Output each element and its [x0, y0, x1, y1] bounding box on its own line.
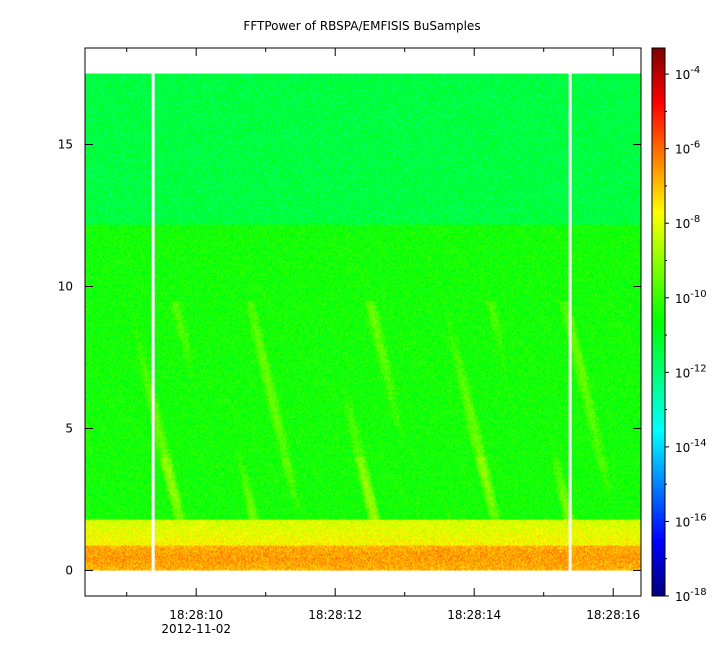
x-tick-label-3: 18:28:16: [586, 608, 640, 622]
colorbar-tick-label-7: 10-18: [675, 587, 707, 604]
x-date-label: 2012-11-02: [161, 622, 231, 636]
colorbar-tick-label-3: 10-10: [675, 289, 707, 306]
plot-frame: [84, 47, 642, 597]
y-tick-label-15: 15: [58, 138, 73, 152]
colorbar-tick-label-5: 10-14: [675, 438, 707, 455]
y-tick-label-0: 0: [65, 563, 73, 577]
colorbar-tick-label-2: 10-8: [675, 214, 700, 231]
plot-layer: [85, 73, 641, 571]
colorbar-frame: [651, 47, 666, 597]
x-tick-label-0: 18:28:10: [169, 608, 223, 622]
y-tick-label-10: 10: [58, 280, 73, 294]
chart-title: FFTPower of RBSPA/EMFISIS BuSamples: [243, 19, 480, 33]
colorbar-tick-label-4: 10-12: [675, 363, 707, 380]
colorbar-tick-label-0: 10-4: [675, 65, 700, 82]
y-tick-label-5: 5: [65, 421, 73, 435]
x-tick-label-1: 18:28:12: [308, 608, 362, 622]
spectrogram-image: [85, 73, 641, 571]
axis-layer: 0 5 10 15 18:28:10 18:28:12 18:28:14 18:28:16 20…: [58, 47, 642, 636]
x-tick-label-2: 18:28:14: [447, 608, 501, 622]
colorbar-layer: 10-4 10-6 10-8 10-10 10-12 10-14 10-16 10-18: [651, 47, 707, 604]
colorbar-tick-label-6: 10-16: [675, 512, 707, 529]
colorbar-gradient: [652, 48, 665, 596]
colorbar-tick-label-1: 10-6: [675, 140, 700, 157]
